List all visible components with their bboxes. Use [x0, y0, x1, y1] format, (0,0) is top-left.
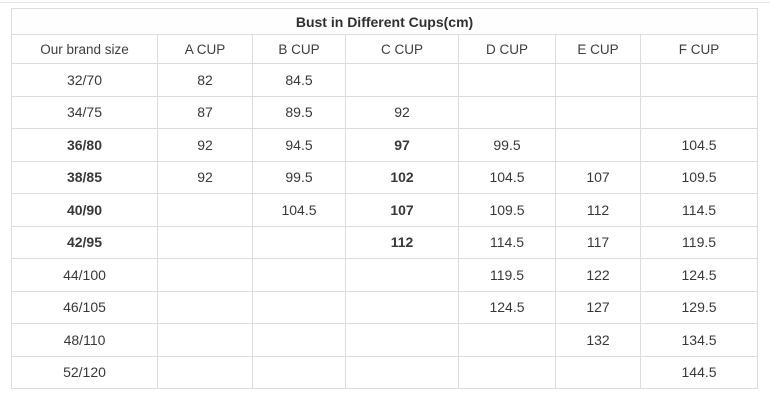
column-header-a-cup: A CUP: [157, 34, 253, 64]
cup-value-cell: [555, 355, 641, 389]
table-row: 34/75 87 89.5 92: [11, 95, 759, 129]
cup-value-cell: [345, 290, 459, 324]
cup-value-cell: 132: [555, 323, 641, 357]
cup-value-cell: 84.5: [252, 63, 346, 97]
cup-value-cell: [157, 193, 253, 227]
cup-value-cell: [252, 355, 346, 389]
brand-size-cell: 52/120: [11, 355, 158, 389]
cup-value-cell: 124.5: [639, 258, 759, 292]
cup-value-cell: 112: [345, 225, 459, 259]
cup-value-cell: 99.5: [252, 160, 346, 194]
brand-size-cell: 34/75: [11, 95, 158, 129]
cup-value-cell: 104.5: [252, 193, 346, 227]
cup-value-cell: 82: [157, 63, 253, 97]
brand-size-cell: 40/90: [11, 193, 158, 227]
table-row: 48/110 132 134.5: [11, 323, 759, 357]
brand-size-cell: 42/95: [11, 225, 158, 259]
cup-value-cell: 102: [345, 160, 459, 194]
cup-value-cell: [458, 95, 556, 129]
cup-value-cell: [252, 323, 346, 357]
table-row: 36/80 92 94.5 97 99.5 104.5: [11, 128, 759, 162]
column-header-c-cup: C CUP: [345, 34, 459, 64]
cup-value-cell: 127: [555, 290, 641, 324]
cup-value-cell: [345, 63, 459, 97]
cup-value-cell: 114.5: [639, 193, 759, 227]
cup-value-cell: 99.5: [458, 128, 556, 162]
brand-size-cell: 48/110: [11, 323, 158, 357]
cup-value-cell: [345, 355, 459, 389]
cup-value-cell: [345, 258, 459, 292]
cup-value-cell: [157, 323, 253, 357]
cup-value-cell: 92: [345, 95, 459, 129]
column-header-our-brand-size: Our brand size: [11, 34, 158, 64]
table-row: 44/100 119.5 122 124.5: [11, 258, 759, 292]
bust-size-table: Bust in Different Cups(cm) Our brand siz…: [10, 8, 759, 389]
cup-value-cell: 117: [555, 225, 641, 259]
cup-value-cell: 119.5: [458, 258, 556, 292]
table-row: 42/95 112 114.5 117 119.5: [11, 225, 759, 259]
column-header-e-cup: E CUP: [555, 34, 641, 64]
top-divider: [0, 2, 770, 3]
cup-value-cell: [252, 225, 346, 259]
cup-value-cell: [458, 63, 556, 97]
cup-value-cell: 87: [157, 95, 253, 129]
cup-value-cell: 107: [345, 193, 459, 227]
cup-value-cell: 124.5: [458, 290, 556, 324]
cup-value-cell: 114.5: [458, 225, 556, 259]
table-row: 46/105 124.5 127 129.5: [11, 290, 759, 324]
cup-value-cell: [157, 225, 253, 259]
cup-value-cell: 97: [345, 128, 459, 162]
cup-value-cell: 92: [157, 128, 253, 162]
table-title: Bust in Different Cups(cm): [10, 8, 759, 35]
cup-value-cell: [458, 323, 556, 357]
cup-value-cell: 89.5: [252, 95, 346, 129]
cup-value-cell: 112: [555, 193, 641, 227]
cup-value-cell: 104.5: [458, 160, 556, 194]
column-header-f-cup: F CUP: [639, 34, 759, 64]
brand-size-cell: 36/80: [11, 128, 158, 162]
cup-value-cell: [458, 355, 556, 389]
column-header-b-cup: B CUP: [252, 34, 346, 64]
column-header-d-cup: D CUP: [458, 34, 556, 64]
table-row: 32/70 82 84.5: [11, 63, 759, 97]
cup-value-cell: [157, 290, 253, 324]
cup-value-cell: [555, 95, 641, 129]
column-header-row: Our brand size A CUP B CUP C CUP D CUP E CUP F…: [11, 34, 759, 64]
cup-value-cell: [555, 63, 641, 97]
cup-value-cell: 119.5: [639, 225, 759, 259]
table-title-row: Bust in Different Cups(cm): [10, 8, 759, 35]
cup-value-cell: [157, 258, 253, 292]
cup-value-cell: [252, 290, 346, 324]
brand-size-cell: 32/70: [11, 63, 158, 97]
table-body: 32/70 82 84.5 34/75 87 89.5 92 36/80 92 94.5 97 99.…: [11, 63, 759, 389]
cup-value-cell: 109.5: [639, 160, 759, 194]
brand-size-cell: 44/100: [11, 258, 158, 292]
cup-value-cell: 109.5: [458, 193, 556, 227]
brand-size-cell: 46/105: [11, 290, 158, 324]
cup-value-cell: 134.5: [639, 323, 759, 357]
cup-value-cell: 104.5: [639, 128, 759, 162]
table-row: 38/85 92 99.5 102 104.5 107 109.5: [11, 160, 759, 194]
cup-value-cell: 92: [157, 160, 253, 194]
cup-value-cell: [345, 323, 459, 357]
cup-value-cell: 129.5: [639, 290, 759, 324]
cup-value-cell: 94.5: [252, 128, 346, 162]
cup-value-cell: [639, 63, 759, 97]
cup-value-cell: 144.5: [639, 355, 759, 389]
table-row: 40/90 104.5 107 109.5 112 114.5: [11, 193, 759, 227]
cup-value-cell: 122: [555, 258, 641, 292]
table-row: 52/120 144.5: [11, 355, 759, 389]
cup-value-cell: [555, 128, 641, 162]
cup-value-cell: 107: [555, 160, 641, 194]
brand-size-cell: 38/85: [11, 160, 158, 194]
cup-value-cell: [157, 355, 253, 389]
cup-value-cell: [639, 95, 759, 129]
cup-value-cell: [252, 258, 346, 292]
